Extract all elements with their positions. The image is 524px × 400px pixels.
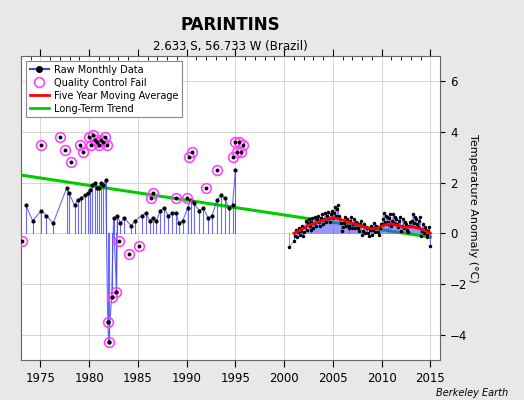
Text: PARINTINS: PARINTINS [181,16,280,34]
Text: 2.633 S, 56.733 W (Brazil): 2.633 S, 56.733 W (Brazil) [153,40,308,53]
Legend: Raw Monthly Data, Quality Control Fail, Five Year Moving Average, Long-Term Tren: Raw Monthly Data, Quality Control Fail, … [26,61,182,117]
Text: Berkeley Earth: Berkeley Earth [436,388,508,398]
Y-axis label: Temperature Anomaly (°C): Temperature Anomaly (°C) [468,134,478,282]
